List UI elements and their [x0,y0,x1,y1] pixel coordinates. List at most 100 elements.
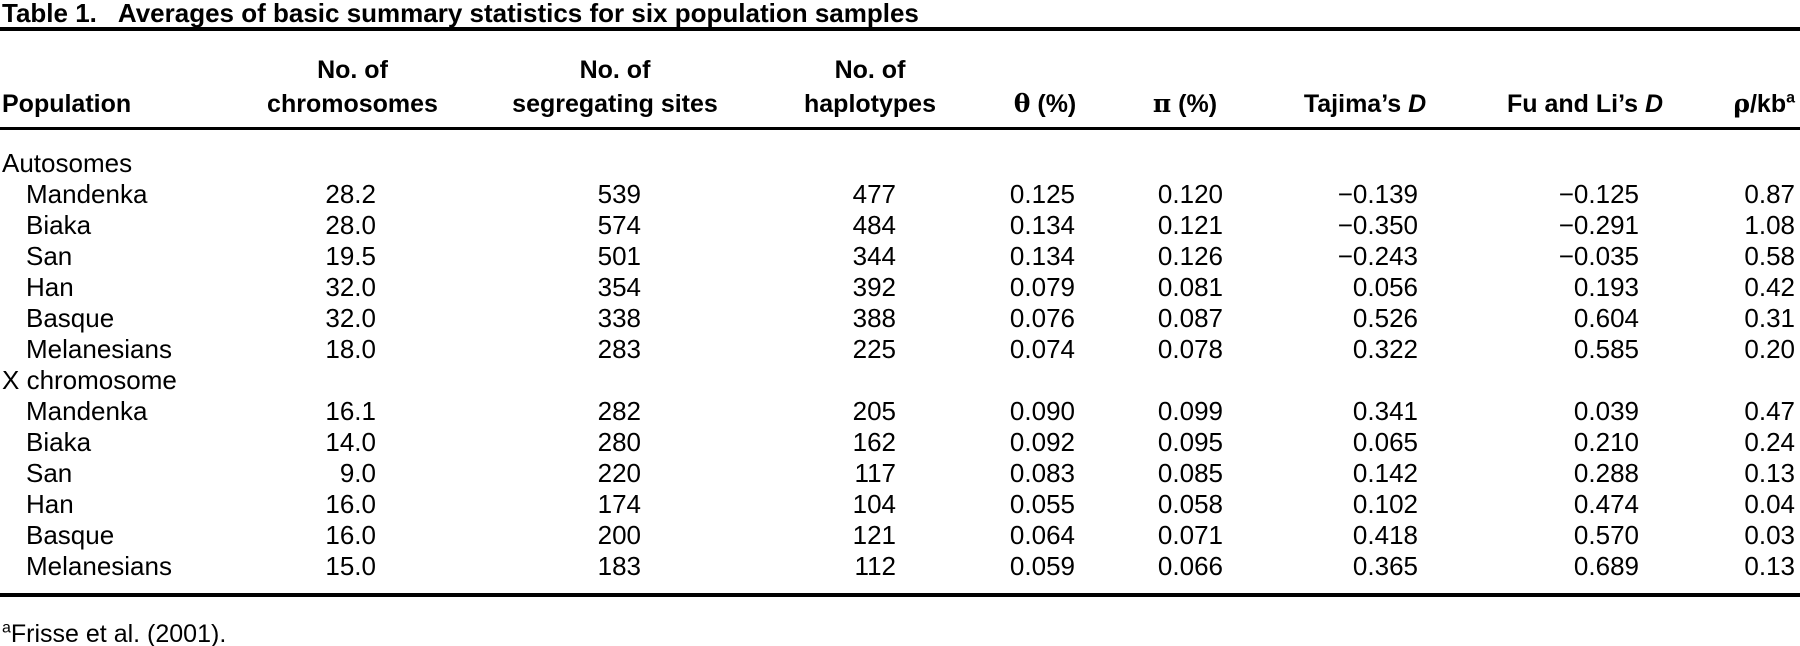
cell-pi-pct: 0.066 [1157,551,1223,581]
cell-tajimas-d: 0.341 [1352,396,1418,426]
cell-pi-pct: 0.058 [1157,489,1223,519]
column-header-population: Population [0,31,235,130]
section-label: X chromosome [2,365,177,395]
cell-tajimas-d: −0.350 [1337,210,1418,240]
cell-haplotypes: 117 [854,458,896,488]
column-header-rho-per-kb: ρ/kba [1700,31,1800,130]
column-header-chromosomes: No. of chromosomes [235,31,470,130]
empty-cell [1470,365,1700,396]
cell-tajimas-d: 0.365 [1352,551,1418,581]
cell-segregating-sites: 338 [597,303,641,333]
cell-haplotypes: 104 [852,489,896,519]
cell-chromosomes: 32.0 [325,303,376,333]
cell-haplotypes: 205 [852,396,896,426]
cell-haplotypes: 477 [852,179,896,209]
table-header-row: Population No. of chromosomes No. of segrega… [0,31,1800,130]
section-row: X chromosome [0,365,1800,396]
cell-chromosomes: 15.0 [325,551,376,581]
cell-pi-pct: 0.095 [1157,427,1223,457]
table-row: Mandenka 28.2 539 477 0.125 0.120 −0.139 −0.125… [0,179,1800,210]
cell-population: Mandenka [26,396,148,426]
cell-population: Melanesians [26,334,172,364]
cell-population: Basque [26,520,115,550]
cell-haplotypes: 162 [852,427,896,457]
cell-theta-pct: 0.076 [1009,303,1075,333]
cell-chromosomes: 14.0 [325,427,376,457]
cell-fu-and-lis-d: 0.604 [1573,303,1639,333]
cell-fu-and-lis-d: 0.210 [1573,427,1639,457]
cell-chromosomes: 9.0 [339,458,376,488]
cell-population: Han [26,489,74,519]
empty-cell [1700,365,1800,396]
cell-theta-pct: 0.134 [1009,210,1075,240]
cell-tajimas-d: 0.322 [1352,334,1418,364]
cell-rho-per-kb: 0.87 [1744,179,1795,209]
empty-cell [470,129,760,180]
empty-cell [235,365,470,396]
table-row: Melanesians 18.0 283 225 0.074 0.078 0.322 0.58… [0,334,1800,365]
cell-segregating-sites: 501 [597,241,641,271]
cell-theta-pct: 0.059 [1009,551,1075,581]
cell-chromosomes: 18.0 [325,334,376,364]
table-row: Melanesians 15.0 183 112 0.059 0.066 0.365 0.68… [0,551,1800,595]
table-row: Han 16.0 174 104 0.055 0.058 0.102 0.474 0.04 [0,489,1800,520]
cell-population: Mandenka [26,179,148,209]
empty-cell [760,129,980,180]
table-footnote: aFrisse et al. (2001). [0,619,1800,646]
cell-pi-pct: 0.126 [1157,241,1223,271]
cell-chromosomes: 16.0 [325,489,376,519]
cell-haplotypes: 112 [854,551,896,581]
column-header-theta-pct: θ (%) [980,31,1110,130]
cell-rho-per-kb: 0.58 [1744,241,1795,271]
table-row: Basque 16.0 200 121 0.064 0.071 0.418 0.570 0.03 [0,520,1800,551]
cell-haplotypes: 388 [852,303,896,333]
column-header-segregating-sites: No. of segregating sites [470,31,760,130]
cell-rho-per-kb: 0.47 [1744,396,1795,426]
cell-tajimas-d: 0.526 [1352,303,1418,333]
empty-cell [760,365,980,396]
top-rule [0,27,1800,31]
cell-chromosomes: 16.0 [325,520,376,550]
table-number-label: Table 1. [2,0,97,28]
cell-theta-pct: 0.090 [1009,396,1075,426]
cell-pi-pct: 0.085 [1157,458,1223,488]
summary-statistics-table: Population No. of chromosomes No. of segrega… [0,31,1800,597]
table-row: Biaka 14.0 280 162 0.092 0.095 0.065 0.210 0.24 [0,427,1800,458]
cell-fu-and-lis-d: 0.039 [1573,396,1639,426]
table-title: Averages of basic summary statistics for… [117,0,919,28]
cell-rho-per-kb: 0.42 [1744,272,1795,302]
cell-rho-per-kb: 0.24 [1744,427,1795,457]
cell-pi-pct: 0.071 [1157,520,1223,550]
cell-segregating-sites: 283 [597,334,641,364]
cell-haplotypes: 392 [852,272,896,302]
column-header-fu-and-lis-d: Fu and Li’s D [1470,31,1700,130]
table-row: Biaka 28.0 574 484 0.134 0.121 −0.350 −0.291 1.0… [0,210,1800,241]
table-row: Basque 32.0 338 388 0.076 0.087 0.526 0.604 0.31 [0,303,1800,334]
cell-population: Basque [26,303,115,333]
cell-fu-and-lis-d: 0.288 [1573,458,1639,488]
cell-segregating-sites: 220 [597,458,641,488]
empty-cell [1470,129,1700,180]
cell-tajimas-d: −0.243 [1337,241,1418,271]
cell-haplotypes: 121 [852,520,896,550]
empty-cell [1260,129,1470,180]
cell-rho-per-kb: 1.08 [1744,210,1795,240]
cell-segregating-sites: 200 [597,520,641,550]
cell-rho-per-kb: 0.20 [1744,334,1795,364]
cell-chromosomes: 32.0 [325,272,376,302]
cell-chromosomes: 28.2 [325,179,376,209]
empty-cell [980,129,1110,180]
cell-segregating-sites: 354 [597,272,641,302]
table-row: San 9.0 220 117 0.083 0.085 0.142 0.288 0.13 [0,458,1800,489]
cell-fu-and-lis-d: −0.035 [1558,241,1639,271]
cell-population: San [26,458,73,488]
footnote-marker: a [2,619,11,637]
cell-tajimas-d: 0.418 [1352,520,1418,550]
column-header-tajimas-d: Tajima’s D [1260,31,1470,130]
section-label: Autosomes [2,148,133,178]
cell-theta-pct: 0.055 [1009,489,1075,519]
cell-tajimas-d: −0.139 [1337,179,1418,209]
cell-chromosomes: 28.0 [325,210,376,240]
cell-population: Biaka [26,427,92,457]
